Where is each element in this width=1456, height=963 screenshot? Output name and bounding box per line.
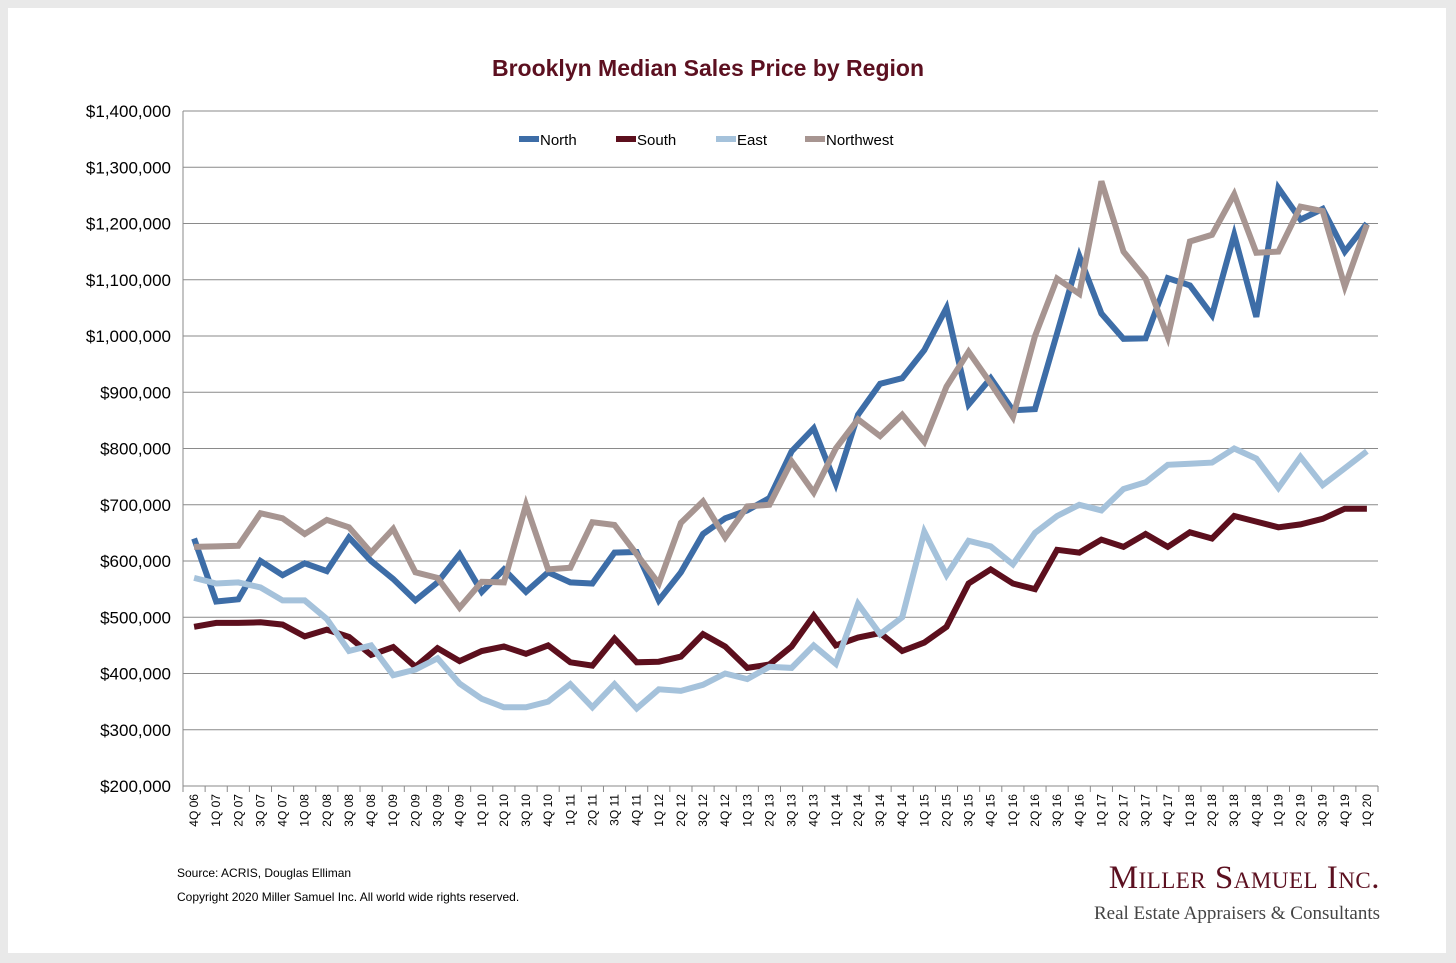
x-tick-label: 3Q 13 [785, 794, 799, 827]
x-tick-label: 1Q 07 [209, 794, 223, 827]
copyright-note: Copyright 2020 Miller Samuel Inc. All wo… [177, 890, 520, 904]
x-tick-label: 1Q 19 [1271, 794, 1285, 827]
x-tick-label: 4Q 09 [453, 794, 467, 827]
x-tick-label: 4Q 11 [630, 794, 644, 826]
y-tick-label: $1,000,000 [86, 327, 171, 346]
company-logo-name: Miller Samuel Inc. [1108, 860, 1380, 896]
x-tick-label: 3Q 09 [430, 794, 444, 827]
x-tick-label: 3Q 10 [519, 794, 533, 827]
x-tick-label: 4Q 19 [1338, 794, 1352, 827]
legend-label-northwest: Northwest [826, 132, 894, 149]
series-line-north [191, 180, 1370, 607]
x-tick-label: 1Q 13 [740, 794, 754, 827]
y-tick-label: $1,300,000 [86, 158, 171, 177]
x-tick-label: 4Q 10 [541, 794, 555, 827]
x-tick-label: 1Q 08 [298, 794, 312, 827]
x-tick-label: 2Q 10 [497, 794, 511, 827]
x-tick-label: 2Q 16 [1028, 794, 1042, 827]
x-tick-label: 2Q 19 [1294, 794, 1308, 827]
x-tick-label: 4Q 13 [807, 794, 821, 827]
legend-label-north: North [540, 132, 577, 149]
x-tick-label: 4Q 16 [1072, 794, 1086, 827]
x-tick-label: 1Q 10 [475, 794, 489, 827]
x-tick-label: 4Q 14 [895, 794, 909, 827]
x-tick-label: 2Q 13 [762, 794, 776, 827]
x-tick-label: 2Q 15 [939, 794, 953, 827]
company-logo-tagline: Real Estate Appraisers & Consultants [1093, 903, 1380, 924]
x-tick-label: 3Q 19 [1316, 794, 1330, 827]
x-tick-label: 2Q 07 [231, 794, 245, 827]
gridlines [183, 110, 1378, 731]
x-tick-label: 2Q 14 [851, 794, 865, 827]
legend: North South East Northwest [519, 132, 894, 149]
y-tick-label: $1,400,000 [86, 102, 171, 121]
series-line-northwest [194, 180, 1370, 613]
axes: $200,000 $300,000 $400,000 $500,000 $600,000… [86, 102, 1379, 827]
x-tick-label: 4Q 18 [1249, 794, 1263, 827]
y-tick-label: $800,000 [100, 440, 171, 459]
y-tick-label: $900,000 [100, 383, 171, 402]
x-tick-label: 1Q 20 [1360, 794, 1374, 827]
y-tick-label: $300,000 [100, 721, 171, 740]
x-tick-label: 2Q 17 [1117, 794, 1131, 827]
y-tick-label: $200,000 [100, 777, 171, 796]
y-tick-label: $1,200,000 [86, 215, 171, 234]
x-tick-label: 4Q 07 [276, 794, 290, 827]
legend-label-south: South [637, 132, 676, 149]
x-tick-label: 3Q 12 [696, 794, 710, 827]
x-tick-label: 3Q 15 [962, 794, 976, 827]
x-tick-label: 2Q 08 [320, 794, 334, 827]
x-tick-label: 1Q 16 [1006, 794, 1020, 827]
x-tick-label: 1Q 15 [917, 794, 931, 827]
y-tick-label: $1,100,000 [86, 271, 171, 290]
x-tick-label: 1Q 11 [563, 794, 577, 826]
x-tick-label: 4Q 06 [187, 794, 201, 827]
y-tick-label: $400,000 [100, 665, 171, 684]
series-lines [191, 180, 1370, 713]
x-tick-label: 3Q 08 [342, 794, 356, 827]
x-tick-label: 3Q 14 [873, 794, 887, 827]
x-tick-label: 2Q 18 [1205, 794, 1219, 827]
y-tick-label: $500,000 [100, 608, 171, 627]
x-tick-label: 2Q 11 [585, 794, 599, 826]
chart-frame: Brooklyn Median Sales Price by Region $2… [8, 8, 1446, 953]
x-tick-label: 2Q 09 [408, 794, 422, 827]
source-note: Source: ACRIS, Douglas Elliman [177, 866, 352, 880]
x-tick-label: 1Q 14 [829, 794, 843, 827]
x-tick-label: 1Q 12 [652, 794, 666, 827]
x-tick-label: 4Q 08 [364, 794, 378, 827]
x-tick-label: 3Q 07 [253, 794, 267, 827]
x-tick-label: 1Q 18 [1183, 794, 1197, 827]
chart-title: Brooklyn Median Sales Price by Region [492, 55, 924, 81]
series-line-east [193, 445, 1369, 713]
x-tick-label: 4Q 15 [984, 794, 998, 827]
x-tick-label: 1Q 17 [1094, 794, 1108, 827]
x-tick-label: 2Q 12 [674, 794, 688, 827]
legend-label-east: East [737, 132, 768, 149]
x-tick-label: 3Q 16 [1050, 794, 1064, 827]
x-tick-label: 4Q 17 [1161, 794, 1175, 827]
x-tick-label: 3Q 11 [608, 794, 622, 826]
x-tick-label: 3Q 18 [1227, 794, 1241, 827]
line-chart: Brooklyn Median Sales Price by Region $2… [86, 55, 1379, 827]
x-tick-label: 3Q 17 [1139, 794, 1153, 827]
x-tick-label: 1Q 09 [386, 794, 400, 827]
series-line-south [193, 505, 1367, 672]
y-tick-label: $700,000 [100, 496, 171, 515]
x-tick-label: 4Q 12 [718, 794, 732, 827]
y-tick-label: $600,000 [100, 552, 171, 571]
